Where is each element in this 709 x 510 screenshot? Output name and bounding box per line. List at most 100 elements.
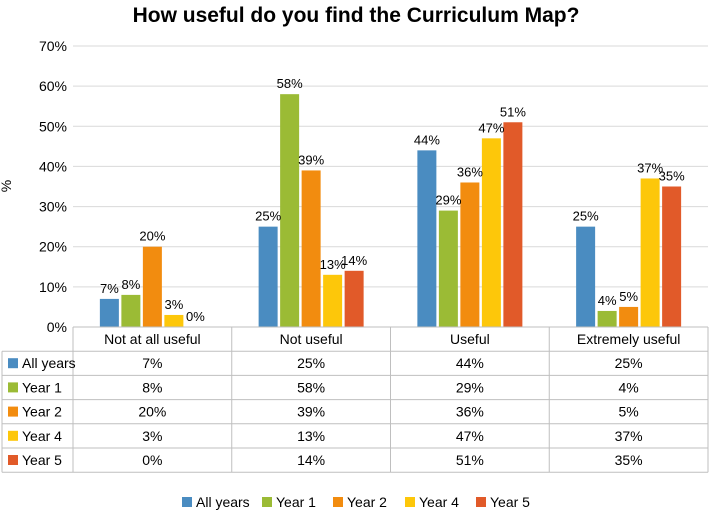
data-labels: 7% 8% 20% 3%0% 25% 58% 39% 13%14% 44% 29% 36% 47%51… (100, 76, 685, 324)
legend-label: All years (196, 494, 250, 510)
legend-label: Year 5 (490, 494, 530, 510)
bar (619, 306, 639, 327)
data-label: 4% (598, 293, 617, 308)
data-label: 25% (573, 209, 599, 224)
data-label: 36% (457, 164, 483, 179)
y-tick-label: 40% (39, 158, 67, 174)
table-header-cell: Extremely useful (577, 331, 680, 347)
table-cell: 58% (297, 379, 325, 395)
table-cell: 7% (142, 355, 162, 371)
data-label: 5% (619, 289, 638, 304)
legend-key-swatch (8, 358, 18, 369)
bar (323, 274, 343, 327)
bar (503, 122, 523, 328)
table-cell: 13% (297, 428, 325, 444)
legend-swatch (262, 497, 272, 507)
y-tick-label: 20% (39, 239, 67, 255)
table-cell: 39% (297, 404, 325, 420)
table-cell: 36% (456, 404, 484, 420)
table-cell: 51% (456, 452, 484, 468)
bar-series (99, 94, 682, 328)
chart-title: How useful do you find the Curriculum Ma… (133, 4, 580, 27)
bar (640, 178, 660, 327)
table-cell: 0% (142, 452, 162, 468)
y-tick-label: 50% (39, 118, 67, 134)
table-cell: 20% (138, 404, 166, 420)
table-header-cell: Useful (450, 331, 490, 347)
y-axis-label: % (0, 180, 14, 192)
table-row-label: Year 5 (22, 452, 62, 468)
table-cell: 4% (619, 379, 639, 395)
data-label: 44% (414, 132, 440, 147)
table-header-cell: Not useful (280, 331, 343, 347)
table-row-label: Year 2 (22, 404, 62, 420)
bar (662, 186, 682, 327)
legend: All years Year 1 Year 2 Year 4 Year 5 (182, 494, 530, 510)
bar (164, 314, 184, 327)
table-cell: 44% (456, 355, 484, 371)
table-cell: 35% (615, 452, 643, 468)
table-cell: 8% (142, 379, 162, 395)
bar (481, 138, 501, 327)
data-label: 29% (435, 193, 461, 208)
bar (121, 294, 141, 327)
data-label: 8% (121, 277, 140, 292)
table-cell: 29% (456, 379, 484, 395)
y-axis-ticks: 0% 10% 20% 30% 40% 50% 60% 70% (39, 38, 67, 335)
legend-key-swatch (8, 455, 18, 465)
legend-key-swatch (8, 430, 18, 441)
data-table: Not at all useful Not useful Useful Extreme… (1, 326, 709, 473)
y-tick-label: 0% (47, 319, 67, 335)
bar (344, 270, 364, 327)
legend-label: Year 1 (276, 494, 316, 510)
data-label: 51% (500, 104, 526, 119)
bar (597, 310, 617, 327)
data-label: 0% (186, 309, 205, 324)
table-row-label: Year 1 (22, 379, 62, 395)
bar (438, 210, 458, 327)
bar (142, 246, 162, 327)
table-cell: 5% (619, 404, 639, 420)
data-label: 13% (320, 257, 346, 272)
bar (460, 182, 480, 327)
table-cell: 47% (456, 428, 484, 444)
data-label: 7% (100, 281, 119, 296)
table-cell: 37% (615, 428, 643, 444)
table-cell: 3% (142, 428, 162, 444)
data-label: 20% (139, 229, 165, 244)
table-row-label: All years (22, 355, 76, 371)
legend-swatch (476, 497, 486, 507)
data-label: 37% (637, 160, 663, 175)
legend-swatch (405, 497, 415, 507)
table-cell: 25% (615, 355, 643, 371)
bar (99, 298, 119, 327)
table-cell: 14% (297, 452, 325, 468)
data-label: 35% (659, 169, 685, 184)
legend-key-swatch (8, 382, 18, 393)
legend-swatch (182, 497, 192, 507)
data-label: 58% (277, 76, 303, 91)
table-row-label: Year 4 (22, 428, 62, 444)
bar (258, 226, 278, 327)
legend-swatch (333, 497, 343, 507)
y-tick-label: 30% (39, 199, 67, 215)
table-header-cell: Not at all useful (104, 331, 201, 347)
y-tick-label: 70% (39, 38, 67, 54)
data-label: 14% (341, 253, 367, 268)
gridlines (73, 45, 708, 328)
bar (417, 150, 437, 327)
y-tick-label: 10% (39, 279, 67, 295)
data-label: 25% (255, 209, 281, 224)
data-label: 3% (164, 297, 183, 312)
data-label: 39% (298, 152, 324, 167)
bar (576, 226, 596, 327)
legend-label: Year 2 (347, 494, 387, 510)
data-label: 47% (478, 120, 504, 135)
legend-key-swatch (8, 406, 18, 417)
bar (280, 94, 300, 328)
table-cell: 25% (297, 355, 325, 371)
bar (301, 170, 321, 327)
legend-label: Year 4 (419, 494, 459, 510)
y-tick-label: 60% (39, 78, 67, 94)
